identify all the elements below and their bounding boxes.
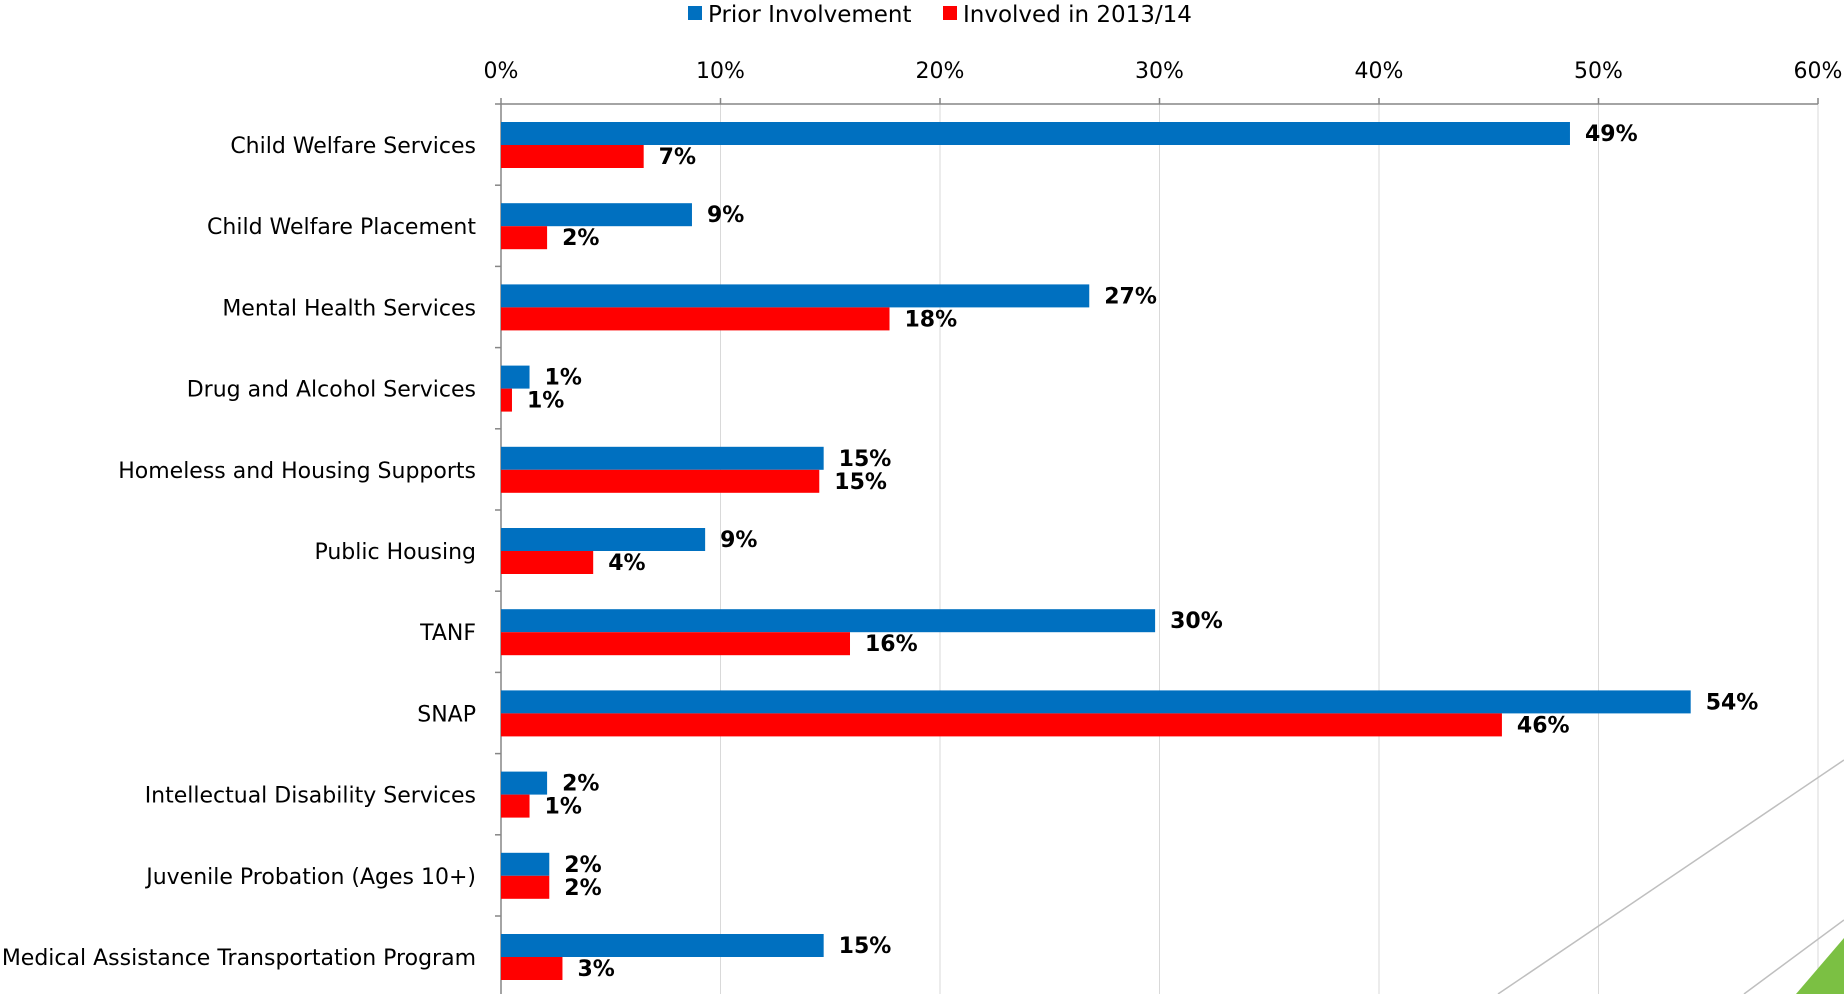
bar-involved-in-2013-14-intellectual-disability-services xyxy=(501,794,530,818)
bar-prior-involvement-tanf xyxy=(501,609,1156,633)
decorative-triangle xyxy=(1796,938,1844,994)
bar-involved-in-2013-14-tanf xyxy=(501,632,851,656)
bar-prior-involvement-child-welfare-placement xyxy=(501,203,692,227)
decorative-line xyxy=(1743,919,1844,994)
category-label-homeless-and-housing-supports: Homeless and Housing Supports xyxy=(118,459,476,484)
bar-prior-involvement-homeless-and-housing-supports xyxy=(501,446,824,470)
legend-label: Involved in 2013/14 xyxy=(963,2,1192,28)
bar-involved-in-2013-14-child-welfare-placement xyxy=(501,226,548,250)
bar-involved-in-2013-14-mental-health-services xyxy=(501,307,890,331)
bar-involved-in-2013-14-homeless-and-housing-supports xyxy=(501,469,820,493)
data-label: 30% xyxy=(1170,609,1223,634)
data-label: 1% xyxy=(545,795,582,820)
bar-prior-involvement-child-welfare-services xyxy=(501,122,1570,145)
data-label: 2% xyxy=(562,226,599,251)
legend-swatch xyxy=(943,6,957,20)
data-label: 49% xyxy=(1585,122,1638,147)
data-label: 16% xyxy=(865,632,918,657)
category-label-public-housing: Public Housing xyxy=(314,540,476,565)
bar-involved-in-2013-14-juvenile-probation-ages-10 xyxy=(501,875,550,899)
data-label: 46% xyxy=(1517,713,1570,738)
data-label: 4% xyxy=(608,551,645,576)
bar-prior-involvement-snap xyxy=(501,690,1691,714)
x-tick-label: 30% xyxy=(1135,59,1184,84)
bar-involved-in-2013-14-drug-and-alcohol-services xyxy=(501,388,512,412)
bar-prior-involvement-medical-assistance-transportation-program xyxy=(501,934,824,957)
bars: 49%7%9%2%27%18%1%1%15%15%9%4%30%16%54%46… xyxy=(501,122,1758,982)
category-label-juvenile-probation-ages-10: Juvenile Probation (Ages 10+) xyxy=(144,865,476,890)
data-label: 9% xyxy=(707,203,744,228)
data-label: 2% xyxy=(564,853,601,878)
data-label: 27% xyxy=(1104,284,1157,309)
x-tick-label: 40% xyxy=(1355,59,1404,84)
legend-label: Prior Involvement xyxy=(708,2,912,28)
legend: Prior Involvement Involved in 2013/14 xyxy=(688,2,1192,28)
data-label: 15% xyxy=(839,447,892,472)
category-label-mental-health-services: Mental Health Services xyxy=(222,296,476,321)
bar-prior-involvement-mental-health-services xyxy=(501,284,1090,308)
data-label: 7% xyxy=(659,145,696,170)
data-label: 1% xyxy=(545,366,582,391)
data-label: 18% xyxy=(905,307,958,332)
bar-prior-involvement-drug-and-alcohol-services xyxy=(501,365,530,389)
legend-item-prior-involvement: Prior Involvement xyxy=(688,2,912,28)
x-tick-label: 20% xyxy=(916,59,965,84)
bar-prior-involvement-intellectual-disability-services xyxy=(501,771,548,795)
bar-involved-in-2013-14-medical-assistance-transportation-program xyxy=(501,957,563,980)
decorative-line xyxy=(1497,759,1844,994)
data-label: 2% xyxy=(564,876,601,901)
category-label-child-welfare-placement: Child Welfare Placement xyxy=(207,215,476,240)
data-label: 3% xyxy=(577,957,614,982)
legend-swatch xyxy=(688,6,702,20)
category-label-child-welfare-services: Child Welfare Services xyxy=(230,134,476,159)
bar-prior-involvement-public-housing xyxy=(501,528,706,551)
data-label: 54% xyxy=(1706,690,1759,715)
x-tick-label: 50% xyxy=(1574,59,1623,84)
data-label: 15% xyxy=(834,470,887,495)
x-tick-label: 10% xyxy=(696,59,745,84)
bar-involved-in-2013-14-public-housing xyxy=(501,551,594,574)
category-label-tanf: TANF xyxy=(419,621,476,646)
category-label-intellectual-disability-services: Intellectual Disability Services xyxy=(145,784,476,809)
data-label: 15% xyxy=(839,934,892,959)
category-label-snap: SNAP xyxy=(417,702,476,727)
bar-involved-in-2013-14-child-welfare-services xyxy=(501,145,644,168)
bar-prior-involvement-juvenile-probation-ages-10 xyxy=(501,852,550,876)
bar-involved-in-2013-14-snap xyxy=(501,713,1502,737)
category-label-drug-and-alcohol-services: Drug and Alcohol Services xyxy=(187,378,476,403)
x-tick-label: 0% xyxy=(484,59,519,84)
data-label: 2% xyxy=(562,772,599,797)
x-axis: 0% 10% 20% 30% 40% 50% 60% xyxy=(484,59,1843,994)
category-label-medical-assistance-transportation-program: Medical Assistance Transportation Progra… xyxy=(2,946,476,971)
x-tick-label: 60% xyxy=(1794,59,1843,84)
decoration xyxy=(1497,759,1844,994)
legend-item-involved-in-2013-14: Involved in 2013/14 xyxy=(943,2,1192,28)
data-label: 1% xyxy=(527,389,564,414)
category-labels: Child Welfare Services Child Welfare Plac… xyxy=(2,134,477,971)
data-label: 9% xyxy=(720,528,757,553)
gridlines xyxy=(720,104,1819,994)
